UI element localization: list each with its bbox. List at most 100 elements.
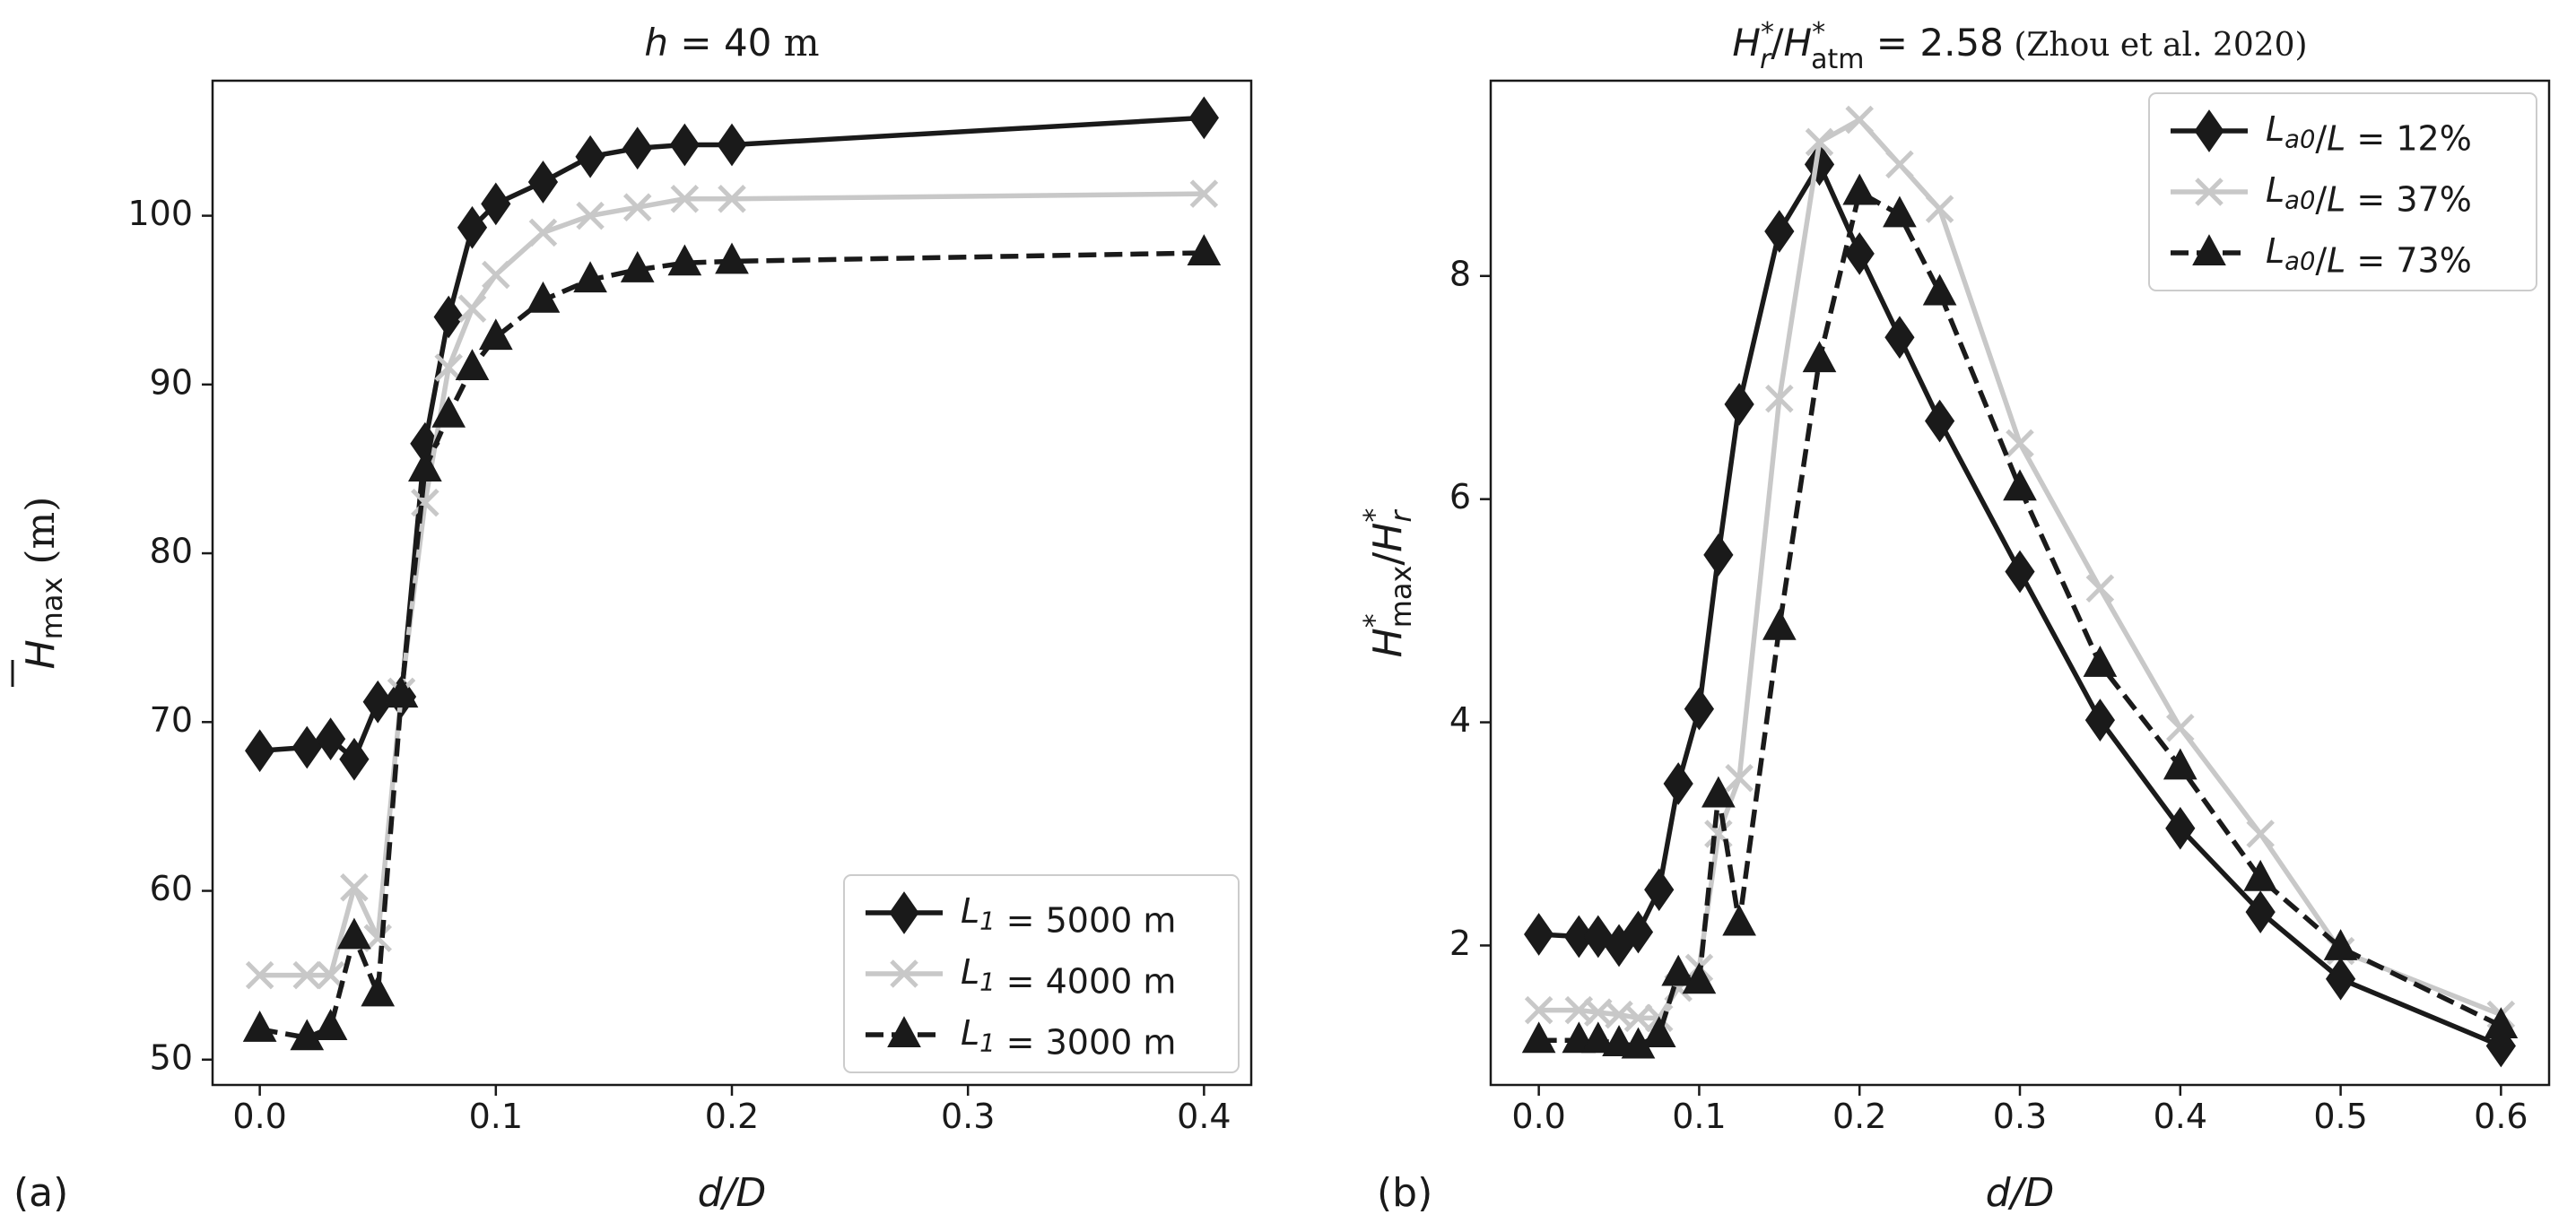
data-point-stroke-b [2246, 820, 2275, 848]
legend-marker [887, 1016, 921, 1047]
y-tick-label: 100 [127, 194, 193, 233]
data-point [1884, 316, 1915, 360]
data-point [1924, 399, 1955, 443]
legend-marker [2194, 109, 2224, 152]
legend-label: L1 = 5000 m [961, 891, 1176, 941]
legend-label-value: = 5000 m [996, 900, 1177, 940]
data-point [2323, 929, 2358, 960]
y-axis-label: Hmax (m) [11, 497, 69, 687]
data-point [573, 261, 607, 293]
data-point [337, 917, 371, 950]
data-point [2083, 645, 2118, 677]
y-tick-label: 80 [150, 532, 193, 571]
legend-label-sub: 1 [979, 968, 995, 996]
data-point-stroke-b [434, 353, 463, 382]
legend-box [843, 874, 1240, 1073]
legend-label-value: = 4000 m [996, 961, 1177, 1001]
data-point [1883, 195, 1917, 228]
data-point [1580, 1021, 1615, 1054]
legend-label-symbol: L [2266, 231, 2284, 271]
x-tick-label: 0.0 [1511, 1097, 1565, 1136]
legend-label-l: L [2327, 179, 2345, 219]
x-tick-label: 0.2 [1832, 1097, 1886, 1136]
data-point [431, 395, 466, 428]
data-point [1805, 127, 1834, 157]
data-point [245, 729, 275, 773]
series-3 [242, 234, 1222, 1051]
legend-label: L1 = 4000 m [961, 952, 1176, 1002]
data-point-stroke-b [622, 193, 652, 221]
legend-label-symbol: L [2266, 109, 2284, 149]
title-sub1: r [1760, 44, 1772, 75]
data-point [433, 295, 464, 339]
data-point [2085, 574, 2115, 603]
legend: L1 = 5000 mL1 = 4000 mL1 = 3000 m [843, 874, 1240, 1073]
data-point [292, 725, 322, 769]
data-point [2325, 957, 2356, 1001]
data-point [482, 260, 510, 290]
data-point [315, 717, 346, 760]
y-tick-label: 70 [150, 700, 193, 740]
y-tick-label: 90 [150, 362, 193, 402]
data-point [1521, 1021, 1556, 1054]
data-point [1722, 904, 1756, 936]
data-point [1661, 954, 1696, 986]
data-point-stroke-b [1885, 150, 1914, 179]
data-point [2003, 469, 2037, 501]
title-h1: H [1732, 21, 1761, 65]
data-point [242, 1011, 277, 1042]
data-point [316, 960, 345, 990]
data-point [1524, 913, 1554, 956]
title-citation: (Zhou et al. 2020) [2004, 27, 2308, 64]
ylabel-symbol: H [18, 639, 64, 669]
data-point [1623, 1003, 1653, 1033]
data-point [620, 250, 655, 282]
data-point [1703, 534, 1734, 577]
legend-label: La0/L = 73% [2266, 231, 2472, 281]
data-point [1762, 608, 1797, 640]
data-point [670, 184, 700, 213]
data-point-stroke-b [1805, 127, 1834, 157]
legend-label-sub: 1 [979, 1029, 995, 1057]
data-point-stroke-b [245, 960, 274, 990]
legend-marker-stroke-b [2195, 178, 2224, 206]
x-tick-label: 0.2 [705, 1097, 759, 1136]
series-line [259, 191, 1205, 978]
data-point-stroke-b [1765, 384, 1794, 413]
data-point [1802, 341, 1837, 373]
legend-label-sub: a0 [2284, 187, 2315, 214]
data-point-stroke-b [1623, 1003, 1653, 1033]
ylabel-h2: H [1365, 523, 1411, 552]
data-point [575, 134, 605, 178]
chart-title: h = 40 m [644, 21, 819, 65]
data-point [1845, 105, 1874, 134]
legend-label-sub: 1 [979, 907, 995, 935]
series-1 [1524, 143, 2516, 1068]
data-point [2245, 890, 2276, 933]
data-point [1641, 1016, 1676, 1047]
data-point [384, 676, 419, 708]
data-point [361, 975, 396, 1007]
title-star2: * [1812, 17, 1825, 48]
data-point-stroke-b [292, 960, 322, 990]
series-line [259, 250, 1205, 1041]
data-point [2243, 859, 2278, 891]
legend-label-l: L [2327, 118, 2345, 158]
data-point [2163, 748, 2197, 780]
title-slash: / [1771, 21, 1784, 65]
ylabel-star1: * [1357, 613, 1391, 628]
y-tick-label: 60 [150, 869, 193, 908]
legend-label: La0/L = 12% [2266, 109, 2472, 159]
data-point [1684, 687, 1715, 731]
data-point [411, 488, 439, 517]
data-point [1925, 195, 1954, 223]
title-sub2: atm [1811, 44, 1864, 75]
data-point [457, 294, 487, 323]
ylabel-sub1: max [1384, 566, 1418, 629]
data-point [1922, 273, 1957, 306]
data-point-stroke-b [411, 488, 439, 517]
data-point-stroke-b [340, 872, 369, 902]
x-axis-label: d/D [698, 1170, 767, 1216]
x-tick-label: 0.0 [232, 1097, 286, 1136]
